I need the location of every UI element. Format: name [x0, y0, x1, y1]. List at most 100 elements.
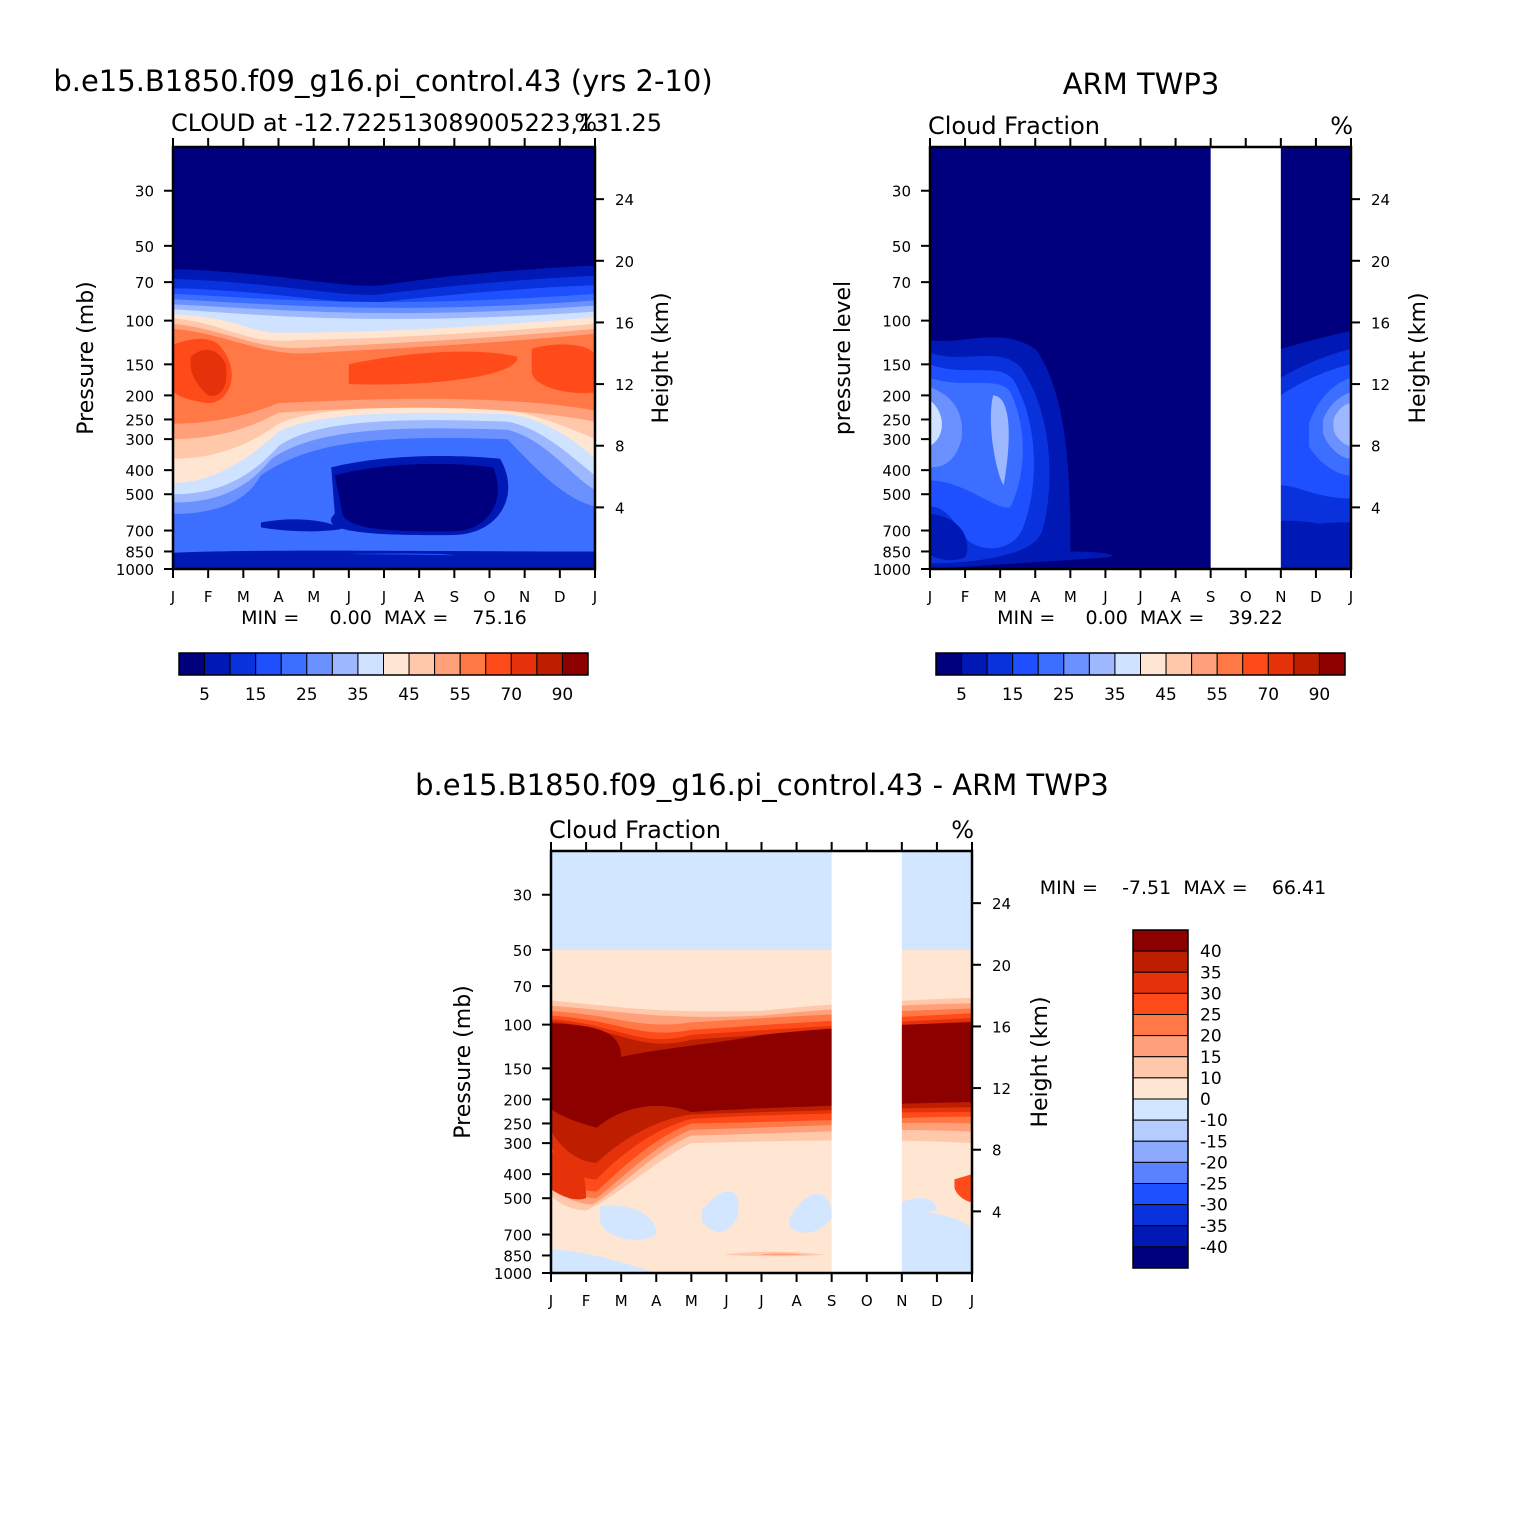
contour-band: [990, 395, 1009, 486]
contour-band: [551, 851, 972, 950]
y2-tick-label: 4: [1371, 499, 1381, 517]
y2-tick-label: 12: [615, 376, 634, 394]
colorbar-swatch: [383, 652, 410, 676]
contour-band: [901, 1210, 972, 1273]
axes-obs: J F M A M J J A S O N D J 30 50 70 100 150 200 250 300 400 500…: [831, 67, 1431, 629]
y2-tick-label: 16: [992, 1018, 1011, 1036]
contour-band: [190, 349, 227, 396]
colorbar-label: -25: [1200, 1175, 1228, 1195]
colorbar-swatch: [1132, 950, 1189, 973]
y-axis-label: Pressure (mb): [451, 985, 476, 1139]
colorbar-swatch: [1132, 1035, 1189, 1058]
y-tick-label: 300: [882, 431, 911, 449]
y-tick-label: 700: [125, 523, 154, 541]
x-tick-label: A: [791, 1292, 802, 1310]
x-tick-label: F: [961, 588, 970, 606]
y-tick-label: 70: [513, 978, 532, 996]
y-tick-label: 200: [125, 387, 154, 405]
y-tick-label: 850: [503, 1247, 532, 1265]
contour-band: [551, 1151, 587, 1200]
colorbar-swatch: [434, 652, 461, 676]
colorbar-label: 25: [296, 685, 318, 705]
missing-band: [1210, 147, 1281, 569]
colorbar-label: 35: [347, 685, 369, 705]
y-tick-label: 30: [135, 183, 154, 201]
x-tick-label: O: [861, 1292, 873, 1310]
y-tick-label: 500: [503, 1190, 532, 1208]
y-tick-label: 50: [135, 238, 154, 256]
x-tick-label: S: [1206, 588, 1216, 606]
colorbar-swatch: [961, 652, 988, 676]
contour-band: [761, 1253, 804, 1256]
colorbar-swatch: [1242, 652, 1269, 676]
x-tick-label: J: [927, 588, 932, 606]
colorbar-swatch: [1132, 929, 1189, 952]
y-tick-label: 400: [503, 1166, 532, 1184]
colorbar-swatch: [1132, 1161, 1189, 1184]
y-tick-label: 70: [892, 274, 911, 292]
contour-band: [600, 1205, 657, 1240]
y-tick-label: 1000: [494, 1265, 532, 1283]
colorbar-swatch: [1140, 652, 1167, 676]
x-tick-label: M: [237, 588, 250, 606]
x-tick-label: A: [651, 1292, 662, 1310]
colorbar-swatch: [1132, 1056, 1189, 1079]
chart-subtitle: Cloud Fraction: [928, 112, 1100, 140]
colorbar-swatch: [1037, 652, 1065, 676]
colorbar-swatch: [1132, 992, 1189, 1015]
colorbar-swatch: [1132, 1014, 1189, 1037]
contour-band: [701, 1191, 739, 1232]
axes-diff: J F M A M J J A S O N D J305070100150200250300400500…: [415, 768, 1326, 1310]
y-axis-label: Pressure (mb): [74, 281, 99, 435]
colorbar-swatch: [1132, 1140, 1189, 1163]
x-tick-label: J: [592, 588, 597, 606]
x-tick-label: O: [484, 588, 496, 606]
contour-band: [930, 386, 963, 468]
x-tick-label: A: [273, 588, 284, 606]
y-tick-label: 150: [503, 1060, 532, 1078]
y-tick-label: 400: [882, 462, 911, 480]
y2-axis-label: Height (km): [1028, 996, 1053, 1127]
y2-axis-label: Height (km): [649, 292, 674, 423]
colorbar-swatch: [986, 652, 1014, 676]
y2-tick-label: 8: [615, 438, 625, 456]
x-tick-label: J: [1348, 588, 1353, 606]
axes-model: J F M A M J J A S O N D J 30 50 70 100 150 200 250 300 400 500…: [53, 64, 712, 629]
contours-obs: [930, 330, 1351, 569]
colorbar-label: 40: [1200, 942, 1222, 962]
x-tick-label: F: [582, 1292, 591, 1310]
colorbar-label: 70: [1257, 685, 1279, 705]
colorbar-label: 35: [1200, 963, 1222, 983]
y-tick-label: 100: [882, 313, 911, 331]
y-tick-label: 700: [503, 1227, 532, 1245]
y-tick-label: 500: [125, 486, 154, 504]
missing-band: [831, 851, 902, 1273]
x-tick-label: M: [615, 1292, 628, 1310]
y2-tick-label: 16: [1371, 314, 1390, 332]
x-tick-label: D: [1310, 588, 1322, 606]
chart-title: b.e15.B1850.f09_g16.pi_control.43 - ARM …: [415, 768, 1109, 802]
y-tick-label: 700: [882, 523, 911, 541]
contours-model: [173, 265, 595, 569]
colorbar-swatch: [1063, 652, 1090, 676]
y-tick-label: 300: [503, 1135, 532, 1153]
min-max-stats: MIN = 0.00 MAX = 75.16: [241, 607, 527, 629]
colorbar-swatch: [1165, 652, 1193, 676]
colorbar-label: 10: [1200, 1069, 1222, 1089]
colorbar-label: 30: [1200, 984, 1222, 1004]
colorbar-swatch: [1293, 652, 1320, 676]
y2-tick-label: 20: [1371, 253, 1390, 271]
colorbar-frame: [935, 652, 1346, 676]
colorbar-label: -20: [1200, 1153, 1228, 1173]
colorbar-label: 25: [1200, 1006, 1222, 1026]
colorbar-label: 15: [245, 685, 267, 705]
y-tick-label: 200: [503, 1091, 532, 1109]
colorbar-label: 55: [449, 685, 471, 705]
colorbar-swatch: [229, 652, 257, 676]
chart-title: b.e15.B1850.f09_g16.pi_control.43 (yrs 2…: [53, 64, 712, 98]
contour-band: [173, 550, 595, 569]
y2-tick-label: 12: [1371, 376, 1390, 394]
colorbar-model: 5 15 25 35 45 55 70 90: [178, 652, 589, 705]
x-tick-label: J: [170, 588, 175, 606]
y2-tick-label: 12: [992, 1080, 1011, 1098]
